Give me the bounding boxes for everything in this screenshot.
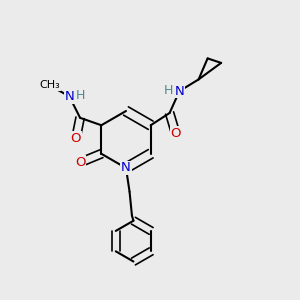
Text: CH₃: CH₃: [39, 80, 60, 90]
Text: O: O: [71, 132, 81, 145]
Text: N: N: [175, 85, 184, 98]
Text: N: N: [64, 90, 74, 103]
Text: O: O: [170, 127, 181, 140]
Text: N: N: [121, 161, 131, 175]
Text: O: O: [75, 156, 86, 169]
Text: H: H: [76, 89, 86, 102]
Text: H: H: [163, 84, 173, 97]
